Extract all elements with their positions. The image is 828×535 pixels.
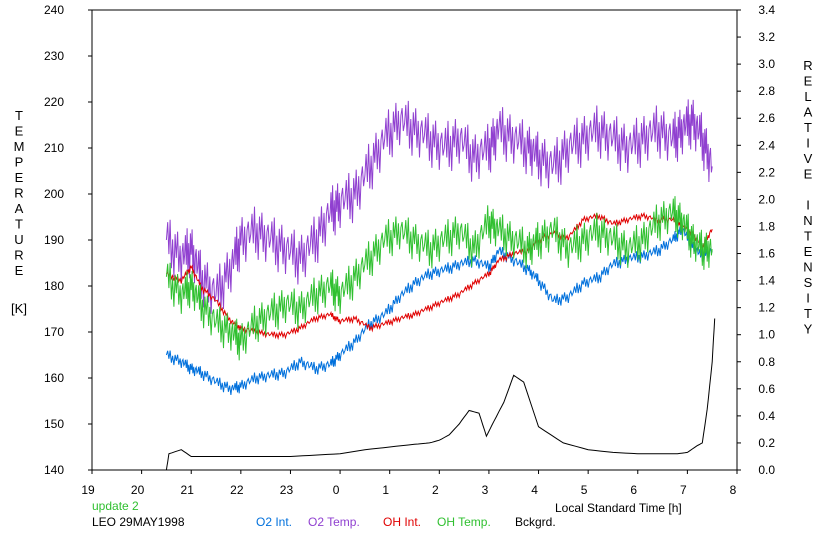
x-tick-label: 8 (730, 483, 737, 497)
left-axis-letter: M (14, 139, 25, 154)
status-text: update 2 (92, 499, 139, 513)
right-tick-label: 0.0 (758, 463, 775, 477)
x-tick-label: 7 (680, 483, 687, 497)
x-tick-label: 1 (382, 483, 389, 497)
left-axis-letter: E (15, 170, 24, 185)
left-axis-ticks: 140 150 160 170 180 190 200 210 220 230 240 (44, 3, 92, 477)
left-tick-label: 200 (44, 187, 64, 201)
x-axis-ticks: 19 20 21 22 23 0 1 2 3 4 5 6 7 8 (81, 470, 738, 497)
right-axis-letter: I (806, 136, 810, 151)
x-tick-label: 22 (230, 483, 244, 497)
x-tick-label: 4 (531, 483, 538, 497)
right-tick-label: 3.4 (758, 3, 775, 17)
series-line-o2-temp (165, 99, 713, 314)
series-line-oh-temp (165, 196, 713, 361)
legend-entry: Bckgrd. (515, 515, 556, 529)
left-axis-letter: R (14, 248, 23, 263)
legend-entry: OH Temp. (437, 515, 491, 529)
left-tick-label: 180 (44, 279, 64, 293)
x-tick-label: 23 (280, 483, 294, 497)
right-tick-label: 0.4 (758, 409, 775, 423)
right-axis-letter: S (804, 275, 813, 290)
left-tick-label: 190 (44, 233, 64, 247)
right-axis-letter: E (804, 74, 813, 89)
left-axis-letter: E (15, 124, 24, 139)
right-axis-letter: E (804, 244, 813, 259)
left-tick-label: 170 (44, 325, 64, 339)
left-axis-letter: A (15, 201, 24, 216)
x-tick-label: 0 (333, 483, 340, 497)
series-line-o2-int (165, 226, 713, 395)
legend-entry: O2 Temp. (308, 515, 360, 529)
right-axis-letter: N (803, 260, 812, 275)
right-tick-label: 2.8 (758, 84, 775, 98)
right-axis-letter: R (803, 58, 812, 73)
left-tick-label: 230 (44, 49, 64, 63)
right-tick-label: 1.4 (758, 274, 775, 288)
right-axis-letter: I (806, 291, 810, 306)
right-axis-letter: I (806, 198, 810, 213)
right-tick-label: 1.0 (758, 328, 775, 342)
legend-entry: O2 Int. (256, 515, 292, 529)
left-axis-unit: [K] (11, 301, 27, 316)
right-tick-label: 2.0 (758, 192, 775, 206)
left-tick-label: 140 (44, 463, 64, 477)
left-tick-label: 210 (44, 141, 64, 155)
left-tick-label: 160 (44, 371, 64, 385)
right-tick-label: 2.4 (758, 138, 775, 152)
right-tick-label: 0.6 (758, 382, 775, 396)
right-tick-label: 3.2 (758, 30, 775, 44)
left-axis-letter: R (14, 186, 23, 201)
left-tick-label: 220 (44, 95, 64, 109)
right-tick-label: 0.2 (758, 436, 775, 450)
right-tick-label: 1.2 (758, 301, 775, 315)
left-axis-letter: U (14, 232, 23, 247)
left-axis-letter: T (15, 217, 23, 232)
x-tick-label: 2 (432, 483, 439, 497)
left-axis-letter: P (15, 155, 24, 170)
legend: O2 Int. O2 Temp. OH Int. OH Temp. Bckgrd. (256, 515, 556, 529)
x-tick-label: 3 (482, 483, 489, 497)
right-tick-label: 1.8 (758, 219, 775, 233)
right-tick-label: 2.2 (758, 165, 775, 179)
left-axis-letter: E (15, 263, 24, 278)
right-axis-letter: L (804, 89, 811, 104)
right-tick-label: 1.6 (758, 247, 775, 261)
x-tick-label: 19 (81, 483, 95, 497)
left-tick-label: 150 (44, 417, 64, 431)
left-axis-letter: T (15, 108, 23, 123)
x-axis-label: Local Standard Time [h] (555, 501, 682, 515)
right-axis-letter: N (803, 213, 812, 228)
right-axis-letter: Y (804, 322, 813, 337)
right-tick-label: 2.6 (758, 111, 775, 125)
x-tick-label: 6 (630, 483, 637, 497)
right-axis-letter: T (804, 306, 812, 321)
right-axis-letter: V (804, 151, 813, 166)
left-tick-label: 240 (44, 3, 64, 17)
right-tick-label: 0.8 (758, 355, 775, 369)
right-axis-letter: A (804, 105, 813, 120)
legend-entry: OH Int. (383, 515, 421, 529)
station-label: LEO 29MAY1998 (92, 515, 185, 529)
series-layer (126, 99, 716, 471)
right-axis-ticks: 0.0 0.2 0.4 0.6 0.8 1.0 1.2 1.4 1.6 1.8 2.0 2.2 2.4 2… (737, 3, 775, 477)
x-tick-label: 20 (131, 483, 145, 497)
right-axis-letter: E (804, 167, 813, 182)
x-tick-label: 21 (181, 483, 195, 497)
right-axis-letter: T (804, 229, 812, 244)
right-axis-letter: T (804, 120, 812, 135)
right-tick-label: 3.0 (758, 57, 775, 71)
x-tick-label: 5 (581, 483, 588, 497)
series-line-bckgrd (126, 318, 716, 471)
